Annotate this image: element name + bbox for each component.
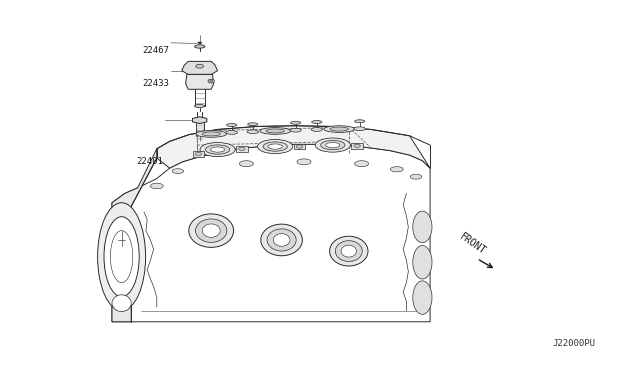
Ellipse shape: [202, 224, 220, 237]
Ellipse shape: [195, 153, 202, 155]
Ellipse shape: [200, 142, 236, 157]
Ellipse shape: [196, 64, 204, 68]
Ellipse shape: [257, 140, 293, 154]
Ellipse shape: [335, 241, 362, 262]
Ellipse shape: [321, 140, 345, 150]
Ellipse shape: [312, 121, 322, 124]
Ellipse shape: [315, 138, 351, 152]
Ellipse shape: [266, 129, 284, 133]
Ellipse shape: [413, 211, 432, 243]
Ellipse shape: [267, 229, 296, 251]
Polygon shape: [294, 144, 305, 149]
Ellipse shape: [150, 183, 163, 189]
Ellipse shape: [311, 128, 323, 131]
Ellipse shape: [324, 126, 355, 132]
Ellipse shape: [198, 42, 202, 44]
Ellipse shape: [390, 167, 403, 172]
Ellipse shape: [202, 132, 220, 136]
Ellipse shape: [205, 145, 230, 154]
Ellipse shape: [104, 217, 140, 297]
Ellipse shape: [208, 79, 214, 83]
Text: 22467: 22467: [143, 46, 170, 55]
Ellipse shape: [189, 214, 234, 247]
Polygon shape: [112, 149, 157, 322]
Ellipse shape: [248, 123, 258, 126]
Polygon shape: [112, 144, 430, 322]
Ellipse shape: [296, 145, 303, 148]
Ellipse shape: [239, 161, 253, 167]
Ellipse shape: [341, 245, 356, 257]
Polygon shape: [193, 117, 207, 124]
Ellipse shape: [247, 130, 259, 134]
Ellipse shape: [196, 131, 227, 137]
Polygon shape: [157, 126, 430, 168]
Polygon shape: [351, 143, 363, 148]
Polygon shape: [182, 61, 218, 74]
Ellipse shape: [410, 174, 422, 179]
Ellipse shape: [239, 147, 245, 150]
Ellipse shape: [330, 236, 368, 266]
Ellipse shape: [354, 144, 360, 148]
Polygon shape: [193, 151, 204, 157]
Text: FRONT: FRONT: [458, 232, 488, 257]
Ellipse shape: [227, 124, 237, 126]
Ellipse shape: [195, 105, 205, 108]
Ellipse shape: [110, 231, 133, 283]
Ellipse shape: [97, 203, 146, 311]
Ellipse shape: [263, 142, 287, 151]
Ellipse shape: [226, 131, 237, 134]
Ellipse shape: [261, 224, 303, 256]
Ellipse shape: [354, 127, 365, 131]
Ellipse shape: [355, 120, 365, 123]
Ellipse shape: [291, 121, 301, 124]
Ellipse shape: [260, 128, 291, 134]
Ellipse shape: [330, 127, 348, 131]
Ellipse shape: [172, 169, 184, 173]
Text: 22401: 22401: [136, 157, 163, 166]
Text: 22433: 22433: [143, 79, 170, 88]
Ellipse shape: [195, 45, 205, 48]
Ellipse shape: [326, 142, 340, 148]
Ellipse shape: [210, 80, 212, 82]
Ellipse shape: [211, 147, 225, 152]
Ellipse shape: [413, 281, 432, 314]
Ellipse shape: [290, 128, 301, 132]
Polygon shape: [236, 146, 248, 152]
Polygon shape: [186, 74, 214, 89]
Ellipse shape: [273, 234, 290, 246]
Ellipse shape: [112, 295, 131, 312]
Text: J22000PU: J22000PU: [552, 339, 595, 348]
Ellipse shape: [413, 246, 432, 279]
Ellipse shape: [297, 159, 311, 165]
Ellipse shape: [355, 161, 369, 167]
Ellipse shape: [196, 219, 227, 243]
Ellipse shape: [268, 144, 282, 149]
